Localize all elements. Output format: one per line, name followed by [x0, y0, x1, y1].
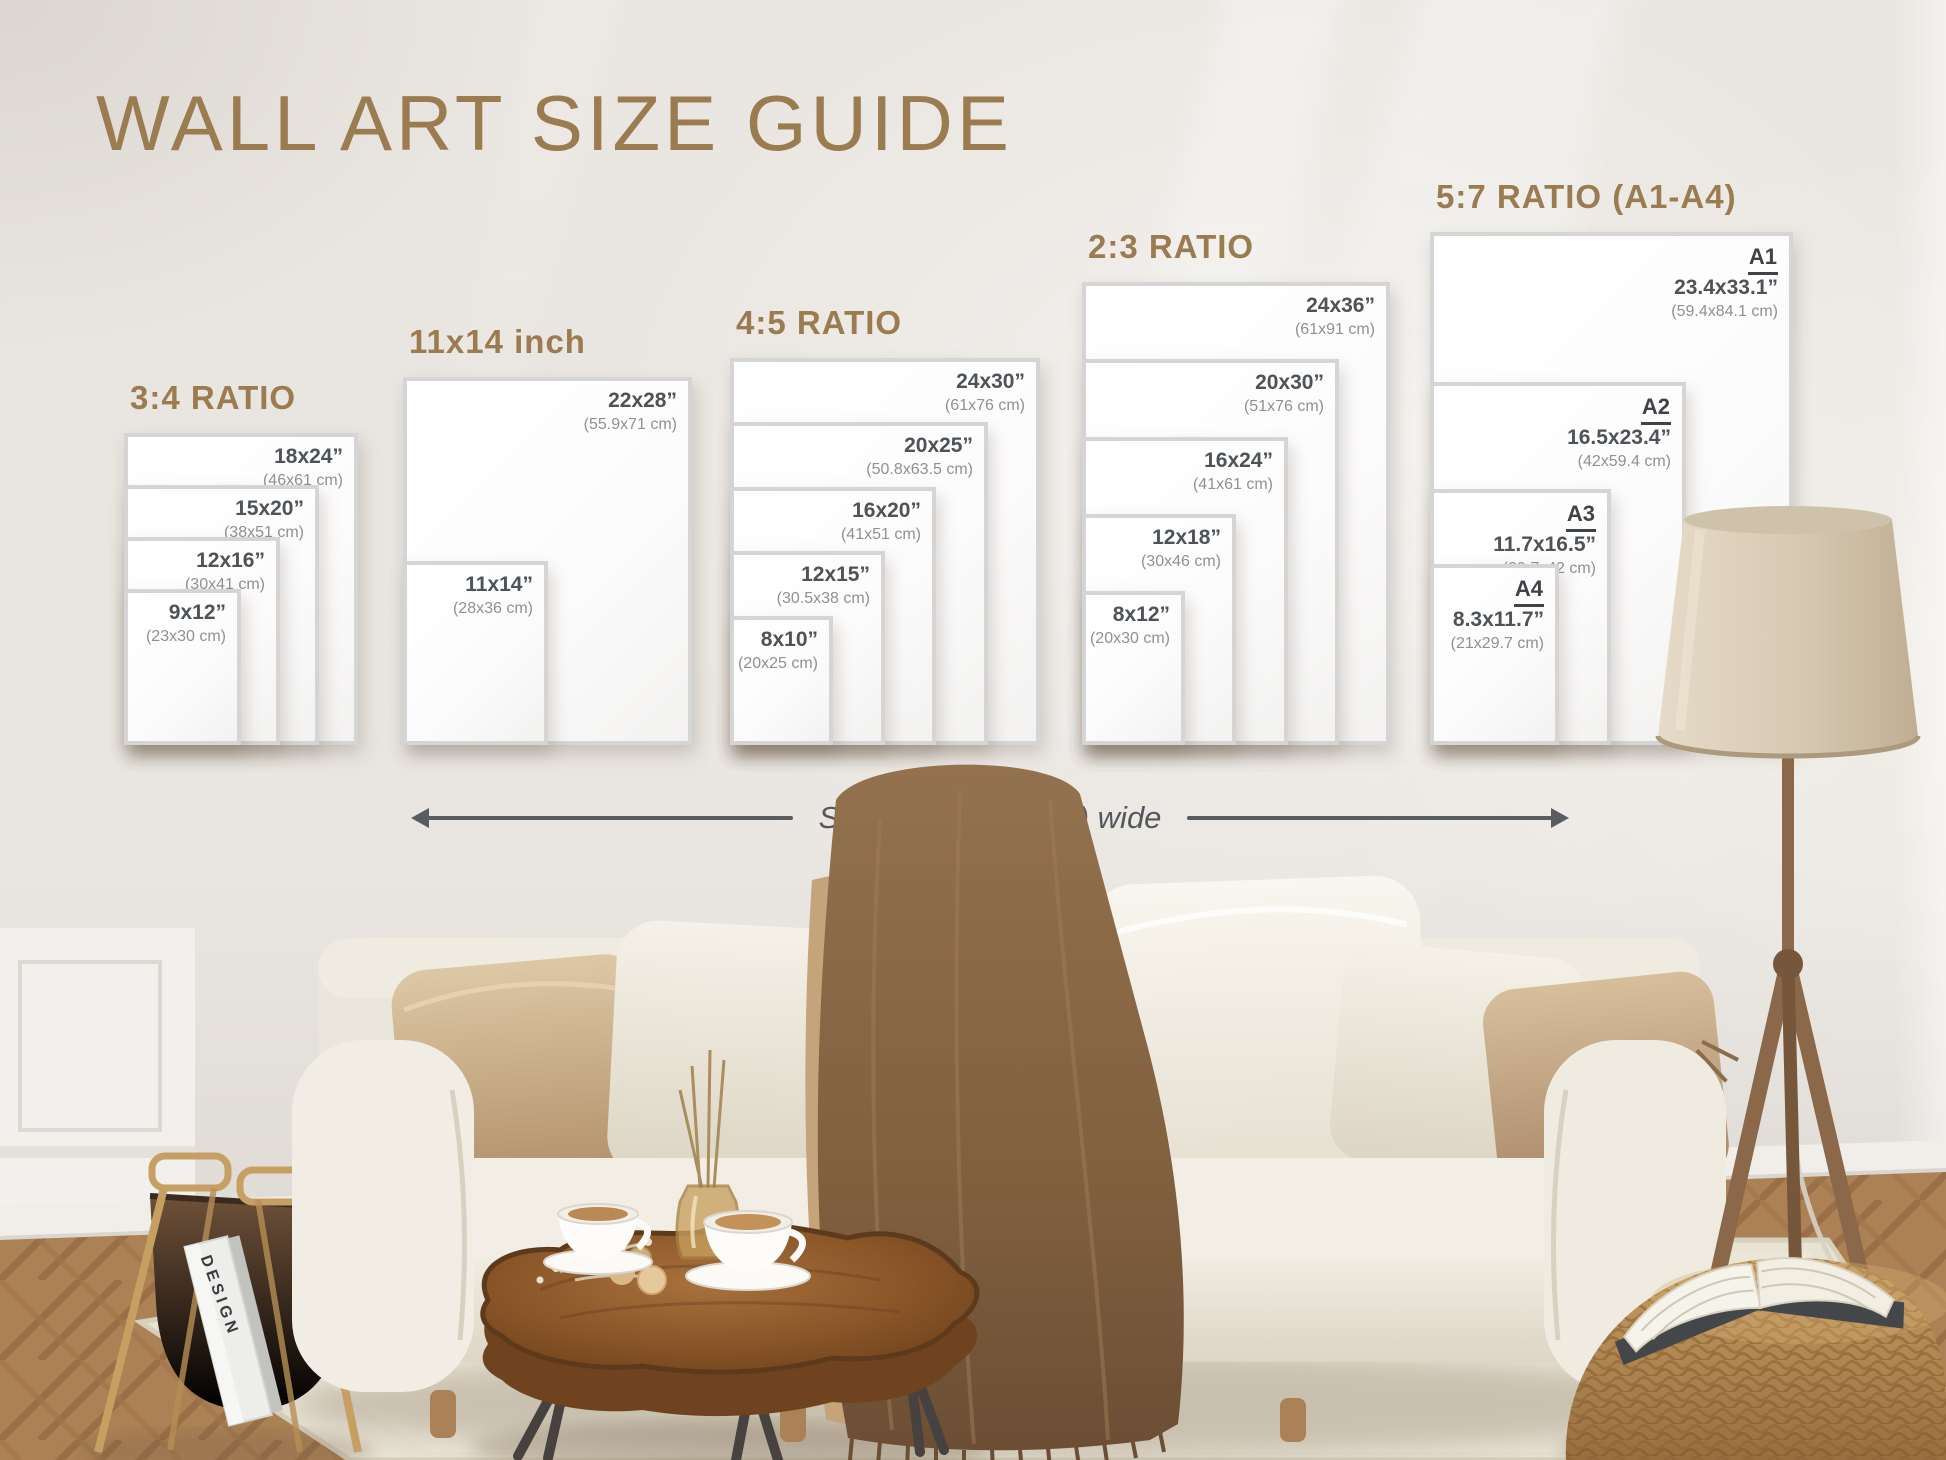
frame-label: A4 8.3x11.7” (21x29.7 cm)	[1434, 568, 1555, 654]
frame-label: 11x14” (28x36 cm)	[407, 565, 544, 619]
frame-size-cm: (21x29.7 cm)	[1450, 634, 1544, 652]
frame-size-cm: (41x61 cm)	[1192, 476, 1273, 494]
frame-size-cm: (41x51 cm)	[840, 526, 921, 544]
frame-size-cm: (61x76 cm)	[944, 397, 1025, 415]
frame-size-cm: (20x25 cm)	[737, 655, 818, 673]
frame-size-inches: 8.3x11.7”	[1452, 607, 1544, 631]
frame-label: 15x20” (38x51 cm)	[128, 489, 315, 543]
frame-label: 12x18” (30x46 cm)	[1086, 518, 1232, 572]
frame-code: A3	[1565, 500, 1596, 532]
frame-size-inches: 16x20”	[852, 499, 921, 522]
frame-size-cm: (30x46 cm)	[1140, 553, 1221, 571]
frame-size-inches: 16x24”	[1204, 449, 1273, 472]
frame-label: 24x36” (61x91 cm)	[1086, 286, 1386, 340]
arrow-left-icon	[411, 808, 793, 828]
frame-size-cm: (59.4x84.1 cm)	[1671, 302, 1778, 320]
frame-ratio-5-7-A4: A4 8.3x11.7” (21x29.7 cm)	[1430, 564, 1559, 745]
sofa-width-note: Sofa is 90” (228cm) wide	[818, 800, 1162, 835]
frame-code: A4	[1513, 575, 1544, 607]
frame-size-cm: (38x51 cm)	[223, 524, 304, 542]
frame-size-inches: 20x30”	[1255, 371, 1324, 394]
frame-label: 16x20” (41x51 cm)	[734, 491, 932, 545]
page-title: WALL ART SIZE GUIDE	[96, 79, 1013, 167]
frame-inch-11x14-11x14: 11x14” (28x36 cm)	[403, 561, 548, 745]
frame-label: 20x25” (50.8x63.5 cm)	[734, 426, 984, 480]
frame-size-inches: 12x18”	[1152, 526, 1221, 549]
frame-label: A1 23.4x33.1” (59.4x84.1 cm)	[1434, 236, 1789, 322]
frame-size-inches: 23.4x33.1”	[1674, 275, 1778, 299]
frame-ratio-4-5-8x10: 8x10” (20x25 cm)	[730, 616, 833, 745]
frame-size-inches: 12x15”	[801, 563, 870, 586]
frame-label: 8x12” (20x30 cm)	[1086, 595, 1181, 649]
frame-size-cm: (20x30 cm)	[1089, 630, 1170, 648]
frame-size-inches: 24x30”	[956, 370, 1025, 393]
frame-size-inches: 8x12”	[1112, 603, 1170, 626]
group-header-inch-11x14: 11x14 inch	[409, 322, 586, 360]
frame-size-cm: (51x76 cm)	[1243, 398, 1324, 416]
frame-label: 16x24” (41x61 cm)	[1086, 441, 1284, 495]
frame-label: 18x24” (46x61 cm)	[128, 437, 354, 491]
frame-size-inches: 18x24”	[274, 445, 343, 468]
arrow-right-icon	[1187, 808, 1569, 828]
frame-code: A2	[1640, 393, 1671, 425]
frame-size-inches: 20x25”	[904, 434, 973, 457]
frame-size-inches: 11x14”	[465, 573, 533, 596]
frame-label: 20x30” (51x76 cm)	[1086, 363, 1335, 417]
frame-label: 9x12” (23x30 cm)	[128, 593, 237, 647]
frame-size-inches: 11.7x16.5”	[1493, 532, 1596, 556]
frame-size-inches: 15x20”	[235, 497, 304, 520]
frame-size-inches: 22x28”	[608, 389, 677, 412]
sofa-width-annotation: Sofa is 90” (228cm) wide	[411, 794, 1569, 842]
frame-code: A1	[1747, 243, 1778, 275]
frame-label: 12x15” (30.5x38 cm)	[734, 555, 881, 609]
frame-size-cm: (55.9x71 cm)	[583, 416, 677, 434]
frame-size-cm: (30.5x38 cm)	[776, 590, 870, 608]
group-header-ratio-3-4: 3:4 RATIO	[130, 379, 297, 416]
group-header-ratio-2-3: 2:3 RATIO	[1088, 228, 1255, 266]
group-header-ratio-5-7: 5:7 RATIO (A1-A4)	[1436, 177, 1737, 215]
frame-size-inches: 24x36”	[1306, 294, 1375, 317]
frame-size-inches: 8x10”	[760, 628, 818, 651]
frame-label: 24x30” (61x76 cm)	[734, 362, 1036, 416]
frame-label: 22x28” (55.9x71 cm)	[407, 381, 688, 435]
frame-size-cm: (42x59.4 cm)	[1577, 452, 1671, 470]
frame-size-cm: (28x36 cm)	[452, 600, 533, 618]
frame-size-cm: (50.8x63.5 cm)	[866, 461, 973, 479]
frame-size-cm: (30x41 cm)	[184, 576, 265, 594]
frame-size-cm: (46x61 cm)	[262, 472, 343, 490]
frame-label: A2 16.5x23.4” (42x59.4 cm)	[1434, 386, 1682, 472]
frame-ratio-3-4-9x12: 9x12” (23x30 cm)	[124, 589, 241, 745]
frame-ratio-2-3-8x12: 8x12” (20x30 cm)	[1082, 591, 1185, 745]
frame-size-inches: 12x16”	[196, 549, 265, 572]
frame-size-cm: (23x30 cm)	[145, 628, 226, 646]
frame-label: 12x16” (30x41 cm)	[128, 541, 276, 595]
frame-size-inches: 9x12”	[168, 601, 226, 624]
frame-label: 8x10” (20x25 cm)	[734, 620, 829, 674]
frame-size-cm: (61x91 cm)	[1294, 321, 1375, 339]
frame-size-inches: 16.5x23.4”	[1567, 425, 1671, 449]
group-header-ratio-4-5: 4:5 RATIO	[736, 304, 903, 341]
